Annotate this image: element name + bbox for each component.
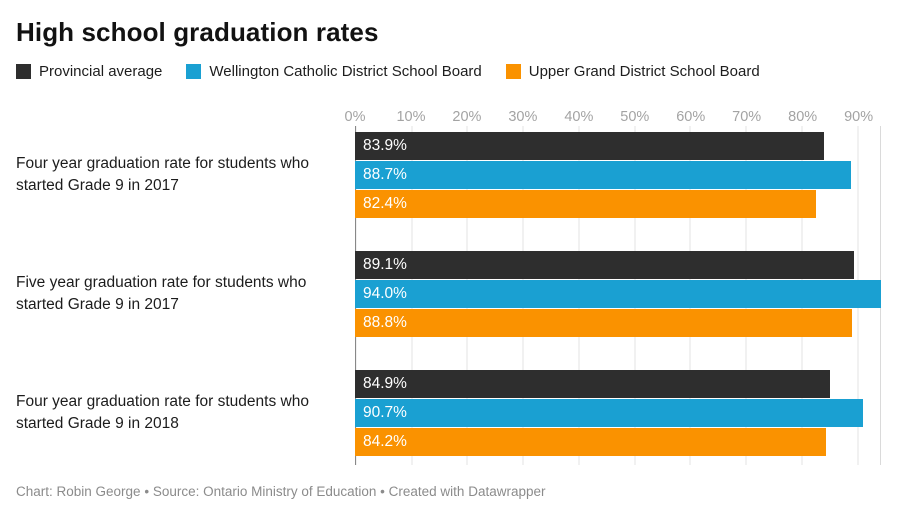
legend-swatch-wellington-catholic (186, 63, 202, 79)
bar-group-0: Four year graduation rate for students w… (16, 131, 881, 218)
bar-value-label: 89.1% (363, 255, 407, 273)
bar-group-2: Four year graduation rate for students w… (16, 369, 881, 456)
bar-upper-grand[interactable]: 82.4% (355, 189, 817, 218)
axis-tick-label: 30% (508, 108, 538, 125)
bar-value-label: 90.7% (363, 403, 407, 421)
legend: Provincial average Wellington Catholic D… (16, 63, 881, 80)
category-label: Four year graduation rate for students w… (16, 155, 309, 194)
bar-set: 89.1% 94.0% 88.8% (355, 250, 881, 337)
bar-wellington-catholic[interactable]: 90.7% (355, 398, 863, 427)
bar-wellington-catholic[interactable]: 88.7% (355, 160, 852, 189)
page-title: High school graduation rates (16, 17, 379, 47)
category-label: Five year graduation rate for students w… (16, 274, 307, 313)
datawrapper-link[interactable]: Created with Datawrapper (388, 483, 546, 499)
bar-chart: 0% 10% 20% 30% 40% 50% 60% 70% 80% 90% Four year … (16, 102, 881, 465)
legend-label: Wellington Catholic District School Boar… (209, 62, 482, 80)
plot-area: Four year graduation rate for students w… (16, 125, 881, 465)
axis-tick-label: 40% (564, 108, 594, 125)
bar-provincial-average[interactable]: 89.1% (355, 250, 854, 279)
chart-source: Source: Ontario Ministry of Education (152, 483, 377, 499)
bar-set: 83.9% 88.7% 82.4% (355, 131, 881, 218)
chart-credit: Chart: Robin George (16, 483, 141, 499)
axis-tick-label: 80% (788, 108, 818, 125)
axis-tick-label: 50% (620, 108, 650, 125)
axis-tick-label: 70% (732, 108, 762, 125)
bar-group-1: Five year graduation rate for students w… (16, 250, 881, 337)
bar-value-label: 83.9% (363, 136, 407, 154)
bar-value-label: 84.9% (363, 374, 407, 392)
bar-upper-grand[interactable]: 88.8% (355, 308, 852, 337)
legend-item-wellington-catholic: Wellington Catholic District School Boar… (186, 62, 482, 80)
legend-swatch-provincial-average (16, 63, 31, 79)
bar-value-label: 88.7% (363, 165, 407, 183)
axis-row: 0% 10% 20% 30% 40% 50% 60% 70% 80% 90% (345, 102, 881, 132)
bar-value-label: 84.2% (363, 432, 407, 450)
axis-tick-label: 60% (676, 108, 706, 125)
bar-wellington-catholic[interactable]: 94.0% (355, 279, 881, 308)
bar-provincial-average[interactable]: 84.9% (355, 369, 831, 398)
footer-separator: • (140, 483, 153, 499)
legend-item-upper-grand: Upper Grand District School Board (505, 62, 760, 80)
bar-value-label: 82.4% (363, 194, 407, 212)
axis-tick-label: 20% (452, 108, 482, 125)
legend-label: Provincial average (39, 62, 163, 80)
footer-separator: • (376, 483, 389, 499)
bar-upper-grand[interactable]: 84.2% (355, 427, 827, 456)
legend-swatch-upper-grand (505, 63, 521, 79)
axis-tick-label: 90% (844, 108, 874, 125)
axis-tick-label: 10% (396, 108, 426, 125)
chart-footer: Chart: Robin George • Source: Ontario Mi… (16, 484, 881, 499)
bar-value-label: 88.8% (363, 313, 407, 331)
bar-set: 84.9% 90.7% 84.2% (355, 369, 881, 456)
legend-item-provincial-average: Provincial average (16, 63, 162, 80)
category-label: Four year graduation rate for students w… (16, 393, 309, 432)
bar-value-label: 94.0% (363, 284, 407, 302)
legend-label: Upper Grand District School Board (528, 62, 760, 80)
axis-tick-label: 0% (344, 108, 366, 125)
bar-provincial-average[interactable]: 83.9% (355, 131, 825, 160)
